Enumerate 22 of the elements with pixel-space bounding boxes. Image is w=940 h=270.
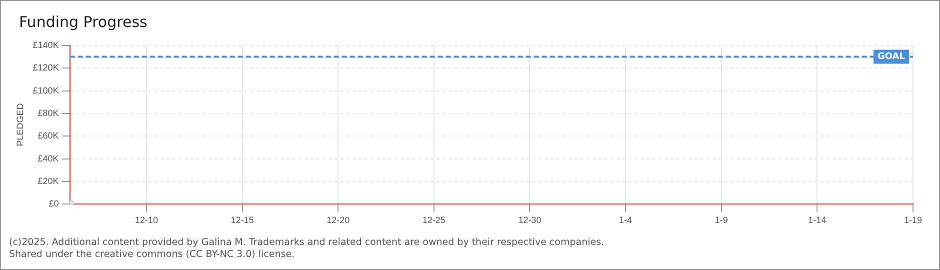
- text: (c)2025. Additional content provided by Galina M. Trademarks and related content are owned by their respective companies.: [9, 237, 604, 249]
- x-tick-label: 12-15: [230, 215, 254, 226]
- y-tick-label: £140K: [32, 40, 59, 50]
- text: Shared under the creative commons (CC BY-NC 3.0) license.: [9, 249, 296, 261]
- x-tick-label: 1-4: [619, 215, 632, 226]
- x-tick-label: 12-10: [134, 215, 158, 226]
- y-tick-label: £100K: [32, 85, 59, 96]
- x-tick-label: 12-25: [422, 215, 446, 226]
- y-tick-label: £80K: [38, 108, 59, 118]
- y-tick-label: £120K: [32, 62, 59, 73]
- x-tick-label: 12-20: [326, 215, 350, 226]
- x-tick-label: 1-19: [904, 215, 922, 226]
- x-tick-label: 12-30: [518, 215, 542, 226]
- y-tick-label: £40K: [38, 153, 59, 164]
- ref-line-label: GOAL: [878, 52, 906, 62]
- y-axis-title: PLEDGED: [14, 102, 25, 146]
- chart-title: Funding Progress: [19, 13, 148, 31]
- x-tick-label: 1-14: [808, 215, 826, 226]
- y-tick-label: £0: [48, 198, 59, 209]
- y-tick-label: £20K: [38, 176, 59, 186]
- x-tick-label: 1-9: [714, 215, 728, 226]
- y-tick-label: £60K: [38, 130, 59, 141]
